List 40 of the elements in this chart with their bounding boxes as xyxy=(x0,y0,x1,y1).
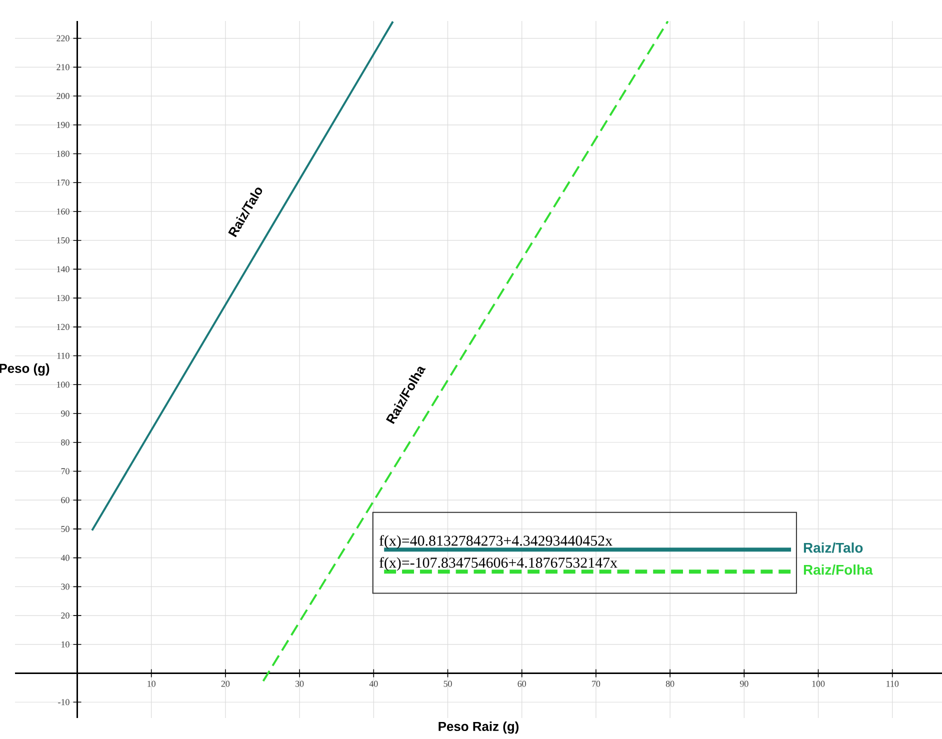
x-tick-label: 90 xyxy=(740,680,748,687)
x-tick-label: 80 xyxy=(666,680,674,687)
x-tick-label: 50 xyxy=(444,680,452,687)
x-tick-label: 40 xyxy=(369,680,378,687)
y-tick-label: 120 xyxy=(57,324,70,330)
x-tick-label: 70 xyxy=(592,680,600,687)
x-tick-label: 30 xyxy=(295,680,304,687)
y-tick-label: 210 xyxy=(56,64,70,70)
x-tick-label: 20 xyxy=(221,680,230,687)
y-tick-label: 170 xyxy=(57,180,70,186)
y-tick-label: 140 xyxy=(57,266,70,272)
y-tick-label: 160 xyxy=(57,208,70,215)
y-tick-label: 70 xyxy=(61,468,70,474)
y-tick-label: -10 xyxy=(58,699,70,706)
x-tick-label: 60 xyxy=(518,680,526,687)
y-tick-label: 10 xyxy=(62,641,70,648)
y-tick-label: 200 xyxy=(56,93,70,100)
y-tick-label: 60 xyxy=(61,497,70,504)
y-tick-label: 50 xyxy=(61,526,70,532)
text: Raiz/Talo xyxy=(804,542,863,553)
y-tick-label: 20 xyxy=(61,612,70,619)
y-tick-label: 100 xyxy=(57,382,70,388)
y-tick-label: 130 xyxy=(57,295,70,302)
y-tick-label: 180 xyxy=(57,150,70,157)
x-tick-label: 110 xyxy=(886,680,899,687)
y-tick-label: 150 xyxy=(57,237,70,244)
y-tick-label: 110 xyxy=(57,352,70,359)
y-tick-label: 90 xyxy=(61,410,70,417)
x-axis-title: Peso Raiz (g) xyxy=(438,722,519,734)
annotation: f(x)=40.8132784273+4.34293440452x xyxy=(379,535,612,549)
x-tick-label: 100 xyxy=(812,680,825,687)
y-tick-label: 80 xyxy=(61,439,70,446)
y-tick-label: 190 xyxy=(57,122,70,128)
x-tick-label: 10 xyxy=(148,680,156,687)
y-tick-label: 220 xyxy=(56,35,70,42)
y-tick-label: 30 xyxy=(61,584,70,590)
text: Raiz/Folha xyxy=(804,564,873,575)
y-axis-title: Peso (g) xyxy=(0,363,50,376)
y-tick-label: 40 xyxy=(60,554,70,561)
annotation: f(x)=-107.834754606+4.18767532147x xyxy=(379,557,618,571)
